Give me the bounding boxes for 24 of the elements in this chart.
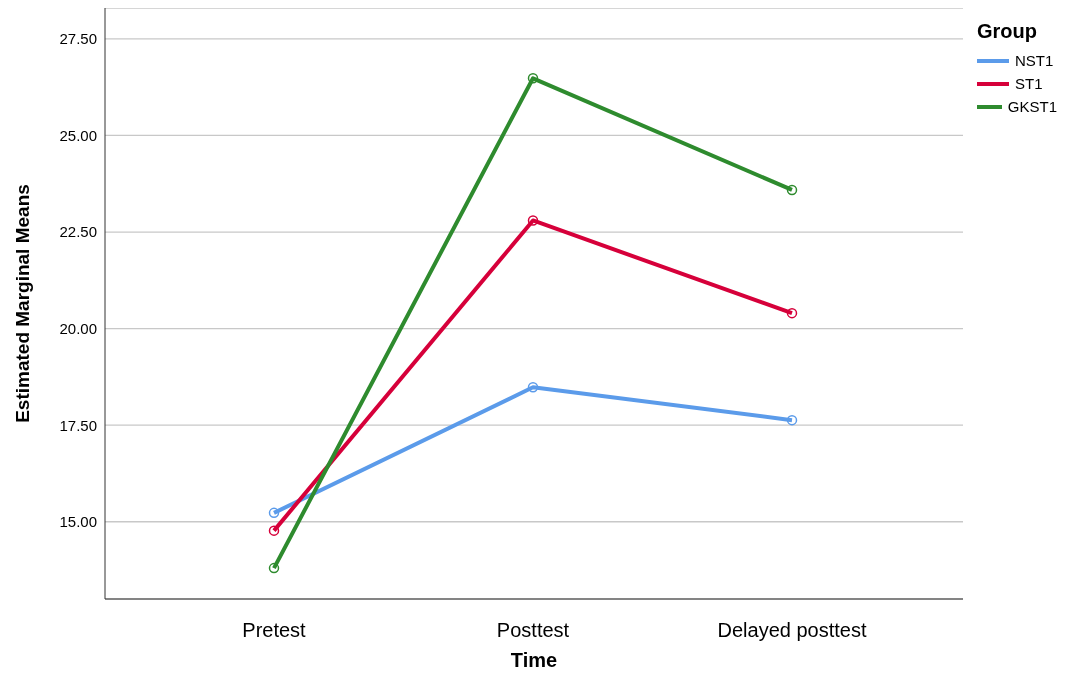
point bbox=[786, 184, 798, 196]
y-tick-label: 15.00 bbox=[59, 513, 97, 531]
y-tick-label: 25.00 bbox=[59, 126, 97, 144]
x-tick-label: Delayed posttest bbox=[717, 619, 867, 642]
legend-label: NST1 bbox=[1015, 52, 1054, 69]
point bbox=[786, 414, 798, 426]
x-tick-label: Pretest bbox=[242, 619, 307, 642]
y-tick-label: 27.50 bbox=[59, 30, 97, 48]
point bbox=[786, 307, 798, 319]
point bbox=[268, 525, 280, 536]
legend-label: ST1 bbox=[1015, 75, 1043, 92]
x-tick-label: Posttest bbox=[496, 619, 570, 642]
y-axis-title: Estimated Marginal Means bbox=[11, 184, 33, 423]
point bbox=[527, 215, 539, 226]
point bbox=[527, 73, 539, 84]
legend-label: GKST1 bbox=[1007, 98, 1057, 115]
y-tick-label: 17.50 bbox=[59, 416, 97, 434]
point bbox=[268, 507, 280, 519]
point bbox=[268, 562, 280, 574]
legend-title: Group bbox=[977, 20, 1038, 43]
y-tick-label: 22.50 bbox=[59, 223, 97, 241]
y-tick-label: 20.00 bbox=[59, 319, 97, 337]
x-axis-title: Time bbox=[510, 649, 558, 671]
point bbox=[527, 382, 539, 393]
